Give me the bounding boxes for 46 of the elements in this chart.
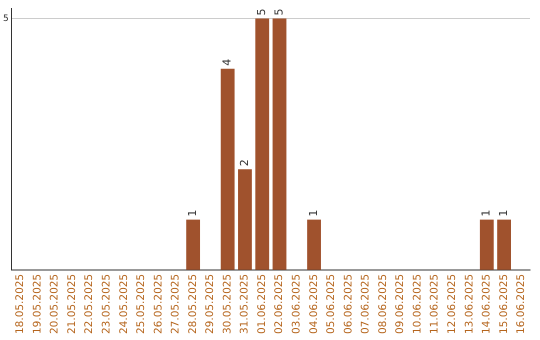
data-label: 1 <box>496 210 510 217</box>
x-tick-label: 18.05.2025 <box>14 274 26 334</box>
x-tick-label: 02.06.2025 <box>273 274 286 334</box>
x-tick-label: 06.06.2025 <box>342 274 354 334</box>
x-tick-label: 19.05.2025 <box>31 274 44 334</box>
bar <box>186 220 200 270</box>
data-label: 5 <box>255 8 268 16</box>
x-tick-label: 14.06.2025 <box>480 274 493 334</box>
x-tick-label: 07.06.2025 <box>360 274 372 334</box>
x-tick-label: 20.05.2025 <box>48 274 61 334</box>
x-tick-label: 28.05.2025 <box>186 274 199 334</box>
x-tick-label: 22.05.2025 <box>83 274 96 334</box>
x-tick-label: 04.06.2025 <box>308 274 320 334</box>
bar <box>255 18 270 270</box>
x-tick-label: 03.06.2025 <box>290 274 303 334</box>
x-tick-label: 30.05.2025 <box>221 274 234 334</box>
data-label: 2 <box>238 159 251 166</box>
x-tick-label: 15.06.2025 <box>498 274 510 334</box>
x-tick-label: 23.05.2025 <box>100 274 112 334</box>
x-tick-label: 09.06.2025 <box>394 274 406 334</box>
x-tick-label: 13.06.2025 <box>463 274 476 334</box>
x-tick-label: 01.06.2025 <box>256 274 268 334</box>
x-tick-label: 31.05.2025 <box>238 274 251 334</box>
x-tick-label: 05.06.2025 <box>325 274 338 334</box>
x-tick-label: 08.06.2025 <box>376 274 389 334</box>
bar <box>220 68 235 270</box>
x-tick-label: 29.05.2025 <box>204 274 216 334</box>
x-tick-label: 11.06.2025 <box>428 274 441 334</box>
bar <box>497 220 511 270</box>
data-label: 1 <box>186 210 199 217</box>
x-tick-label: 10.06.2025 <box>411 274 424 334</box>
x-tick-label: 12.06.2025 <box>446 274 458 334</box>
bar <box>480 220 494 270</box>
x-tick-label: 27.05.2025 <box>170 274 182 334</box>
bar <box>272 18 286 270</box>
bar <box>238 169 252 270</box>
x-tick-label: 26.05.2025 <box>152 274 164 334</box>
x-tick-label: 25.05.2025 <box>135 274 148 334</box>
x-tick-label: 21.05.2025 <box>66 274 78 334</box>
data-label: 1 <box>480 210 493 217</box>
x-tick-label: 24.05.2025 <box>118 274 130 334</box>
data-label: 1 <box>306 210 320 217</box>
x-tick-label: 16.06.2025 <box>515 274 528 334</box>
data-label: 4 <box>220 58 234 66</box>
bar <box>307 220 321 270</box>
data-label: 5 <box>272 8 286 16</box>
